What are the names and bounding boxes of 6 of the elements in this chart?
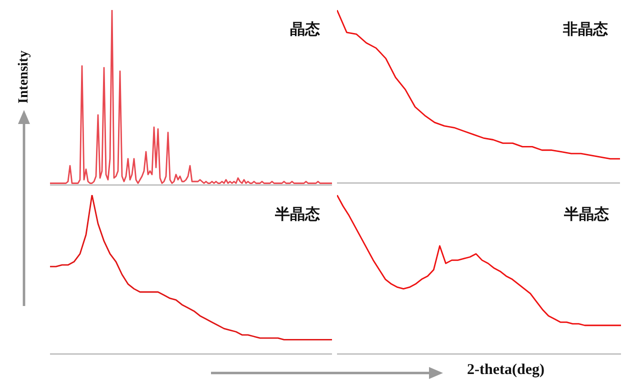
text: 晶态: [290, 20, 320, 39]
x-axis-title: 2-theta(deg): [467, 362, 544, 379]
text: 半晶态: [564, 205, 609, 224]
text: 半晶态: [275, 205, 320, 224]
y-axis-title: Intensity: [16, 50, 32, 104]
text: 非晶态: [563, 20, 608, 39]
